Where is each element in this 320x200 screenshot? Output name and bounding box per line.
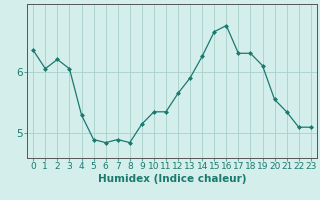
- X-axis label: Humidex (Indice chaleur): Humidex (Indice chaleur): [98, 174, 246, 184]
